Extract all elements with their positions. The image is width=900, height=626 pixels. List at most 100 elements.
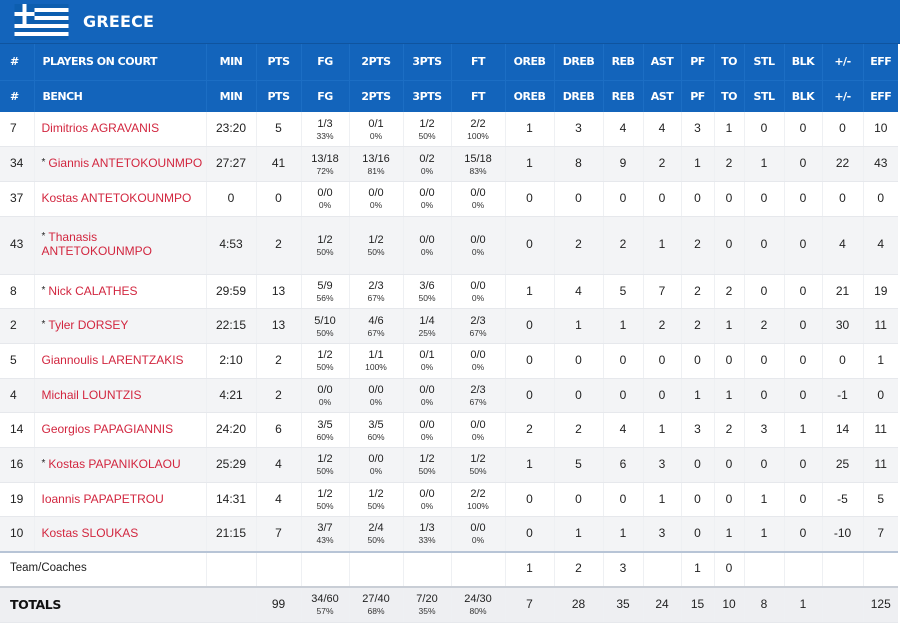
col-header-min[interactable]: MIN — [205, 44, 256, 80]
col-header-3pts[interactable]: 3PTS — [402, 44, 451, 80]
field-goals-percent: 43% — [316, 535, 334, 546]
col-header-num[interactable]: # — [10, 55, 19, 69]
col-header-num[interactable]: # — [0, 79, 34, 112]
minutes: 23:20 — [205, 112, 256, 148]
defensive-rebounds: 0 — [553, 181, 603, 217]
col-header-ft[interactable]: FT — [450, 44, 505, 80]
three-pointers: 0/0 0% — [402, 482, 451, 518]
col-header-2pts[interactable]: 2PTS — [348, 79, 403, 112]
efficiency: 0 — [862, 378, 898, 414]
player-link[interactable]: Giannis ANTETOKOUNMPO — [48, 156, 203, 171]
field-goals: 34/60 57% — [300, 585, 349, 624]
player-link[interactable]: Dimitrios AGRAVANIS — [41, 121, 160, 136]
player-link[interactable]: Kostas ANTETOKOUNMPO — [41, 190, 192, 205]
col-header-2pts[interactable]: 2PTS — [348, 44, 403, 80]
player-link[interactable]: Tyler DORSEY — [48, 318, 129, 333]
player-name-cell: Kostas SLOUKAS — [33, 516, 206, 553]
blocks: 0 — [783, 274, 822, 310]
col-header-pf[interactable]: PF — [680, 79, 714, 112]
steals: 0 — [743, 216, 784, 275]
blocks: 0 — [783, 447, 822, 483]
points: 6 — [255, 412, 301, 448]
col-header-ast[interactable]: AST — [642, 79, 681, 112]
three-pointers-percent: 50% — [418, 292, 436, 303]
two-pointers-percent: 0% — [369, 396, 383, 407]
three-pointers-percent: 0% — [420, 246, 434, 257]
field-goals-percent: 50% — [316, 362, 334, 373]
col-header-pts[interactable]: PTS — [255, 44, 301, 80]
field-goals-percent: 56% — [316, 292, 334, 303]
player-name-cell: Georgios PAPAGIANNIS — [33, 412, 206, 448]
free-throws: 2/2 100% — [450, 112, 505, 148]
efficiency: 11 — [862, 308, 898, 344]
player-link[interactable]: Ioannis PAPAPETROU — [41, 491, 164, 506]
player-link[interactable]: Nick CALATHES — [48, 283, 138, 298]
col-header-min[interactable]: MIN — [205, 79, 256, 112]
col-header-blk[interactable]: BLK — [783, 79, 822, 112]
turnovers: 10 — [713, 585, 744, 624]
free-throws-percent: 0% — [471, 200, 485, 211]
minutes: 21:15 — [205, 516, 256, 553]
player-row: 19 Ioannis PAPAPETROU 14:31 4 1/2 50% 1/2 50% 0/… — [0, 482, 898, 518]
three-pointers: 7/20 35% — [402, 585, 451, 624]
field-goals-percent: 57% — [316, 606, 334, 617]
player-link[interactable]: Georgios PAPAGIANNIS — [41, 422, 174, 437]
free-throws: 0/0 0% — [450, 274, 505, 310]
field-goals-percent: 50% — [316, 327, 334, 338]
col-header-plus-minus[interactable]: +/- — [821, 44, 863, 80]
col-header-stl[interactable]: STL — [743, 79, 784, 112]
col-header-pts[interactable]: PTS — [255, 79, 301, 112]
empty-stl — [743, 550, 784, 588]
col-header-ast[interactable]: AST — [642, 44, 681, 80]
col-header-3pts[interactable]: 3PTS — [402, 79, 451, 112]
player-link[interactable]: Giannoulis LARENTZAKIS — [41, 352, 184, 367]
three-pointers-made-attempted: 0/0 — [419, 233, 435, 246]
free-throws-percent: 0% — [471, 362, 485, 373]
col-header-player[interactable]: PLAYERS ON COURT — [33, 44, 206, 80]
free-throws-percent: 67% — [469, 327, 487, 338]
col-header-dreb[interactable]: DREB — [553, 79, 603, 112]
col-header-stl[interactable]: STL — [743, 44, 784, 80]
efficiency: 7 — [862, 516, 898, 553]
col-header-ft[interactable]: FT — [450, 79, 505, 112]
three-pointers-made-attempted: 0/0 — [419, 488, 435, 501]
col-header-player[interactable]: BENCH — [33, 79, 206, 112]
player-name-cell: * Kostas PAPANIKOLAOU — [33, 447, 206, 483]
turnovers: 0 — [713, 550, 744, 588]
player-link[interactable]: Kostas SLOUKAS — [41, 526, 139, 541]
player-link[interactable]: Michail LOUNTZIS — [41, 387, 142, 402]
free-throws: 0/0 0% — [450, 181, 505, 217]
col-header-oreb[interactable]: OREB — [504, 44, 554, 80]
col-header-dreb[interactable]: DREB — [553, 44, 603, 80]
player-link[interactable]: Thanasis ANTETOKOUNMPO — [41, 230, 152, 259]
free-throws: 0/0 0% — [450, 343, 505, 379]
col-header-oreb[interactable]: OREB — [504, 79, 554, 112]
offensive-rebounds: 1 — [504, 550, 554, 588]
col-header-fg[interactable]: FG — [300, 79, 349, 112]
col-header-to[interactable]: TO — [713, 79, 744, 112]
free-throws-made-attempted: 0/0 — [470, 418, 486, 431]
personal-fouls: 0 — [680, 343, 714, 379]
player-link[interactable]: Kostas PAPANIKOLAOU — [48, 456, 181, 471]
col-header-pf[interactable]: PF — [680, 44, 714, 80]
minutes: 27:27 — [205, 146, 256, 182]
field-goals-made-attempted: 3/5 — [317, 418, 333, 431]
col-header-reb[interactable]: REB — [602, 44, 643, 80]
col-header-blk[interactable]: BLK — [783, 44, 822, 80]
field-goals-made-attempted: 5/10 — [314, 314, 336, 327]
two-pointers: 2/4 50% — [348, 516, 403, 553]
col-header-eff[interactable]: EFF — [862, 44, 898, 80]
field-goals: 3/5 60% — [300, 412, 349, 448]
col-header-reb[interactable]: REB — [602, 79, 643, 112]
team-header: GREECE — [0, 0, 900, 44]
col-header-plus-minus[interactable]: +/- — [821, 79, 863, 112]
turnovers: 2 — [713, 146, 744, 182]
col-header-fg[interactable]: FG — [300, 44, 349, 80]
two-pointers-percent: 60% — [367, 431, 385, 442]
field-goals-percent: 0% — [318, 396, 332, 407]
field-goals: 0/0 0% — [300, 378, 349, 414]
col-header-eff[interactable]: EFF — [862, 79, 898, 112]
two-pointers-made-attempted: 0/0 — [368, 383, 384, 396]
free-throws-percent: 100% — [467, 501, 489, 512]
col-header-to[interactable]: TO — [713, 44, 744, 80]
